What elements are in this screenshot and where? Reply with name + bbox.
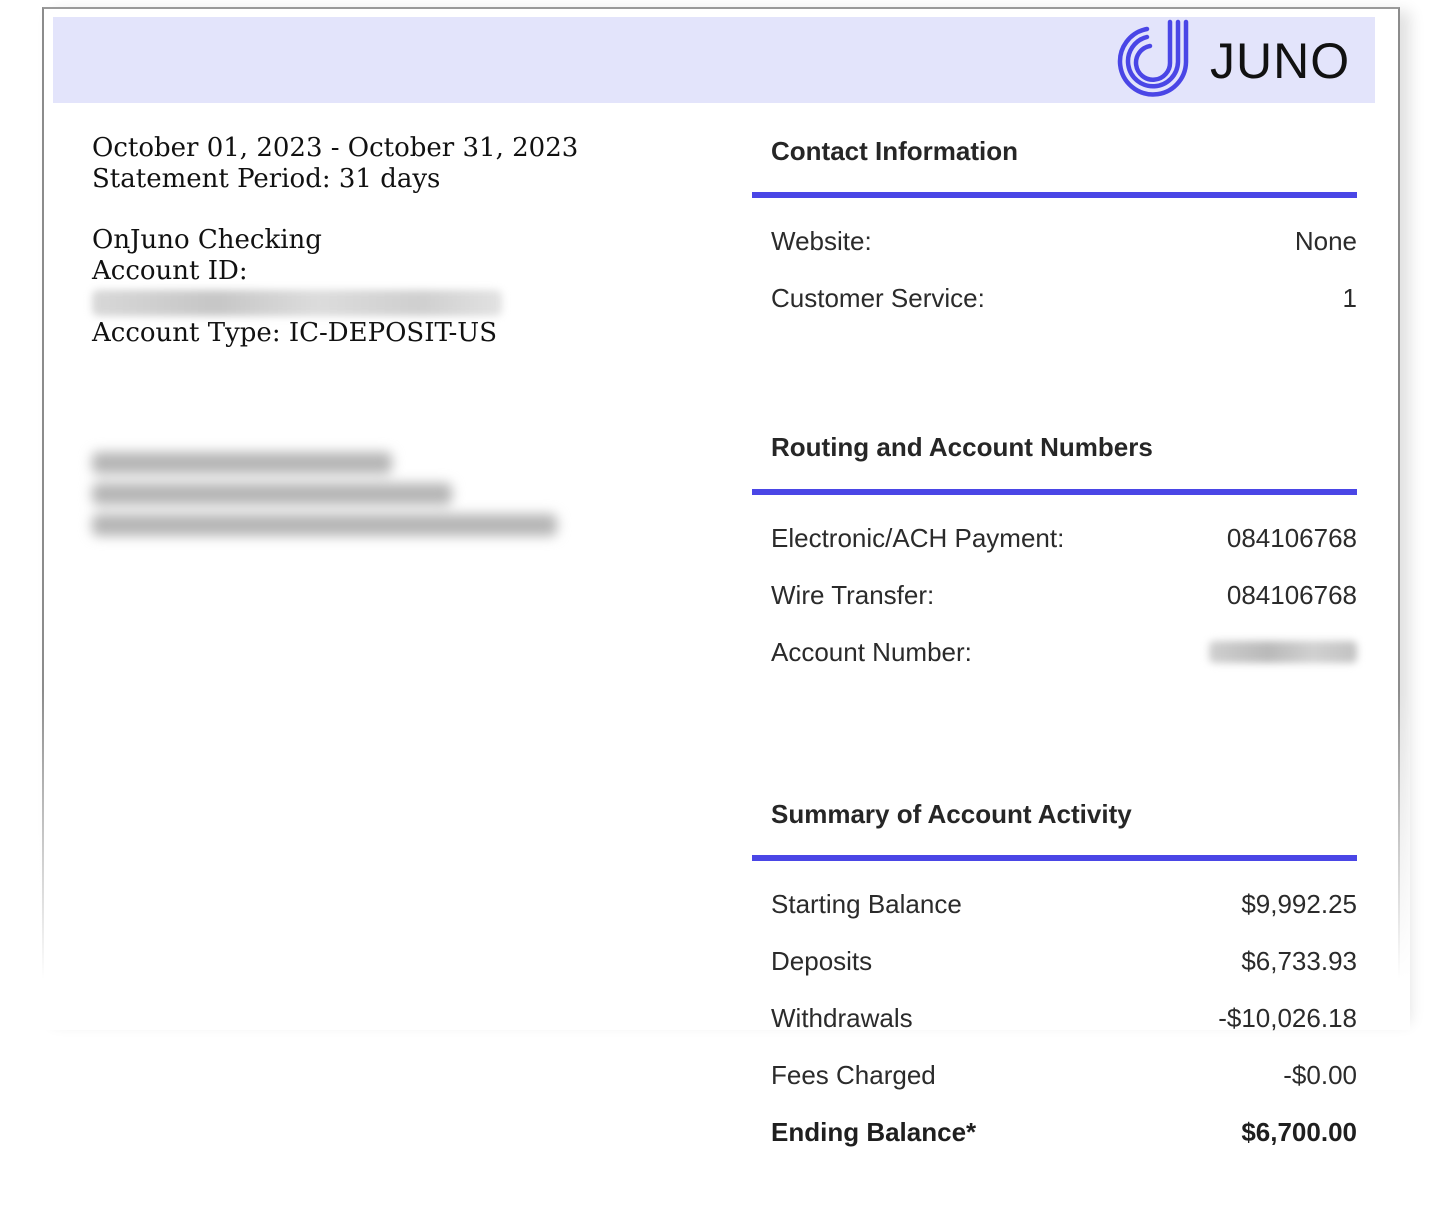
- contact-value: None: [1294, 226, 1357, 256]
- summary-label: Fees Charged: [771, 1060, 936, 1090]
- summary-label: Withdrawals: [771, 1003, 913, 1033]
- routing-label: Wire Transfer:: [771, 580, 935, 610]
- summary-rule: [752, 855, 1357, 861]
- ending-balance-value: $6,700.00: [1241, 1117, 1357, 1147]
- summary-row: Starting Balance $9,992.25: [771, 889, 1357, 921]
- routing-title: Routing and Account Numbers: [771, 432, 1153, 462]
- juno-logo: JUNO: [1114, 16, 1364, 100]
- summary-row: Fees Charged -$0.00: [771, 1060, 1357, 1092]
- summary-row: Withdrawals -$10,026.18: [771, 1003, 1357, 1035]
- contact-label: Website:: [771, 226, 872, 256]
- summary-label: Ending Balance*: [771, 1117, 977, 1147]
- summary-value: -$10,026.18: [1218, 1003, 1357, 1033]
- summary-title: Summary of Account Activity: [771, 799, 1132, 829]
- redacted-account-id: [92, 290, 502, 316]
- summary-label: Deposits: [771, 946, 873, 976]
- ending-balance-row: Ending Balance* $6,700.00: [771, 1117, 1357, 1149]
- routing-row: Account Number:: [771, 637, 1357, 669]
- routing-row: Wire Transfer: 084106768: [771, 580, 1357, 612]
- statement-info: October 01, 2023 - October 31, 2023 Stat…: [92, 133, 652, 349]
- summary-value: -$0.00: [1283, 1060, 1357, 1090]
- header-band: [53, 17, 1375, 103]
- contact-row: Website: None: [771, 226, 1357, 258]
- redacted-mailing-address: [92, 452, 562, 548]
- brand-name: JUNO: [1210, 33, 1351, 89]
- routing-label: Account Number:: [771, 637, 972, 667]
- summary-label: Starting Balance: [771, 889, 962, 919]
- summary-value: $9,992.25: [1241, 889, 1357, 919]
- account-product: OnJuno Checking: [92, 225, 322, 255]
- routing-value: 084106768: [1226, 523, 1357, 553]
- summary-row: Deposits $6,733.93: [771, 946, 1357, 978]
- statement-date-range: October 01, 2023 - October 31, 2023: [92, 133, 579, 163]
- account-type: Account Type: IC-DEPOSIT-US: [92, 318, 498, 348]
- statement-period: Statement Period: 31 days: [92, 164, 441, 194]
- account-id-label: Account ID:: [92, 256, 248, 286]
- juno-logo-icon: [1117, 19, 1189, 97]
- contact-info-title: Contact Information: [771, 136, 1018, 166]
- routing-rule: [752, 489, 1357, 495]
- routing-label: Electronic/ACH Payment:: [771, 523, 1065, 553]
- contact-value: 1: [1342, 283, 1357, 313]
- contact-label: Customer Service:: [771, 283, 985, 313]
- routing-row: Electronic/ACH Payment: 084106768: [771, 523, 1357, 555]
- summary-value: $6,733.93: [1241, 946, 1357, 976]
- routing-value: 084106768: [1226, 580, 1357, 610]
- contact-row: Customer Service: 1: [771, 283, 1357, 315]
- redacted-account-number: [1209, 641, 1357, 663]
- contact-info-rule: [752, 192, 1357, 198]
